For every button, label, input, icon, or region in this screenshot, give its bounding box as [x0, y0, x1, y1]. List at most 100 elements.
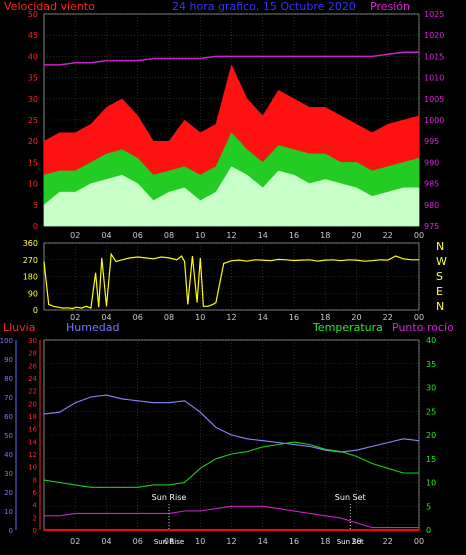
series-direccion-viento: [43, 252, 419, 310]
series-velocidad-viento: [43, 166, 420, 227]
x-tick-hour: 08: [164, 313, 174, 322]
compass-label: N: [436, 300, 444, 313]
y-tick-lluvia: 4: [33, 502, 38, 510]
y-tick-presion: 1015: [424, 52, 444, 61]
y-tick-presion: 1020: [424, 31, 444, 40]
x-tick-hour: 08: [164, 537, 174, 546]
y-tick-lluvia: 0: [33, 527, 37, 535]
y-tick-lluvia: 24: [28, 375, 37, 383]
sunset-label-bottom: Sun Set: [337, 538, 364, 546]
compass-label: N: [436, 240, 444, 253]
x-tick-hour: 06: [133, 313, 143, 322]
x-tick-hour: 14: [258, 231, 268, 240]
x-tick-hour: 00: [414, 313, 424, 322]
y-tick-temperatura: 35: [426, 360, 436, 369]
y-tick-presion: 1005: [424, 95, 444, 104]
y-tick-velocidad: 40: [28, 52, 38, 61]
y-tick-lluvia: 12: [28, 451, 37, 459]
y-tick-direccion: 360: [23, 239, 38, 248]
sunrise-label-bottom: Sun Rise: [154, 538, 184, 546]
x-tick-hour: 12: [226, 313, 236, 322]
x-tick-hour: 02: [70, 231, 80, 240]
y-tick-temperatura: 40: [426, 336, 436, 345]
y-tick-velocidad: 50: [28, 10, 38, 19]
x-tick-hour: 12: [226, 231, 236, 240]
x-tick-hour: 08: [164, 231, 174, 240]
y-tick-lluvia: 14: [28, 438, 37, 446]
y-tick-lluvia: 26: [28, 362, 37, 370]
y-tick-humedad: 20: [4, 489, 13, 497]
x-tick-hour: 04: [101, 537, 111, 546]
compass-label: W: [436, 255, 447, 268]
y-tick-humedad: 90: [4, 356, 13, 364]
y-tick-velocidad: 45: [28, 31, 38, 40]
series-presion: [44, 51, 419, 66]
y-tick-temperatura: 5: [426, 502, 431, 511]
x-tick-hour: 18: [320, 313, 330, 322]
y-tick-humedad: 10: [4, 508, 13, 516]
series-temperatura: [43, 441, 419, 488]
y-tick-direccion: 270: [23, 256, 38, 265]
x-tick-hour: 10: [195, 537, 205, 546]
panel-1-header: Velocidad viento 24 hora grafico, 15 Oct…: [4, 0, 410, 13]
x-tick-hour: 02: [70, 537, 80, 546]
y-tick-lluvia: 8: [33, 476, 37, 484]
series-punto-rocio: [44, 505, 419, 529]
y-tick-temperatura: 20: [426, 431, 436, 440]
y-tick-velocidad: 20: [28, 137, 38, 146]
y-tick-humedad: 80: [4, 375, 13, 383]
y-tick-lluvia: 2: [33, 514, 37, 522]
x-tick-hour: 22: [383, 537, 393, 546]
y-tick-lluvia: 16: [28, 426, 37, 434]
panel-3-header: Lluvia Humedad Temperatura Punto rocío: [3, 321, 454, 334]
x-tick-hour: 00: [414, 537, 424, 546]
y-tick-presion: 980: [424, 201, 439, 210]
x-tick-hour: 06: [133, 231, 143, 240]
wind-pressure-chart: 0510152025303540455097598098599099510001…: [28, 10, 445, 240]
y-tick-presion: 1000: [424, 116, 444, 125]
sunset-label: Sun Set: [335, 493, 366, 502]
x-tick-hour: 16: [289, 231, 299, 240]
y-tick-lluvia: 6: [33, 489, 38, 497]
legend-temperatura: Temperatura: [312, 321, 383, 334]
y-tick-lluvia: 20: [28, 400, 37, 408]
y-tick-presion: 985: [424, 180, 439, 189]
y-tick-velocidad: 10: [28, 180, 38, 189]
chart-title: 24 hora grafico, 15 Octubre 2020: [172, 0, 356, 13]
legend-velocidad-viento: Velocidad viento: [4, 0, 95, 13]
x-tick-hour: 02: [70, 313, 80, 322]
legend-lluvia: Lluvia: [3, 321, 35, 334]
y-tick-lluvia: 30: [28, 337, 37, 345]
y-tick-humedad: 0: [9, 527, 13, 535]
y-tick-temperatura: 10: [426, 479, 436, 488]
x-tick-hour: 20: [351, 231, 361, 240]
x-tick-hour: 00: [414, 231, 424, 240]
x-tick-hour: 16: [289, 537, 299, 546]
y-tick-humedad: 40: [4, 451, 13, 459]
x-tick-hour: 22: [383, 231, 393, 240]
rain-humidity-temperature-chart: 0102030405060708090100024681012141618202…: [0, 336, 436, 546]
x-tick-hour: 04: [101, 313, 111, 322]
y-tick-presion: 995: [424, 137, 439, 146]
y-tick-velocidad: 5: [33, 201, 38, 210]
x-tick-hour: 10: [195, 231, 205, 240]
x-tick-hour: 12: [226, 537, 236, 546]
x-tick-hour: 14: [258, 537, 268, 546]
legend-humedad: Humedad: [66, 321, 119, 334]
x-tick-hour: 04: [101, 231, 111, 240]
y-tick-temperatura: 30: [426, 384, 436, 393]
y-tick-presion: 975: [424, 222, 439, 231]
y-tick-velocidad: 0: [33, 222, 38, 231]
sunrise-label: Sun Rise: [152, 493, 187, 502]
legend-punto-rocio: Punto rocío: [392, 321, 454, 334]
x-tick-hour: 20: [351, 537, 361, 546]
y-tick-lluvia: 10: [28, 464, 37, 472]
x-tick-hour: 18: [320, 231, 330, 240]
y-tick-velocidad: 30: [28, 95, 38, 104]
legend-presion: Presión: [370, 0, 410, 13]
y-tick-presion: 990: [424, 158, 439, 167]
x-tick-hour: 06: [133, 537, 143, 546]
x-tick-hour: 18: [320, 537, 330, 546]
